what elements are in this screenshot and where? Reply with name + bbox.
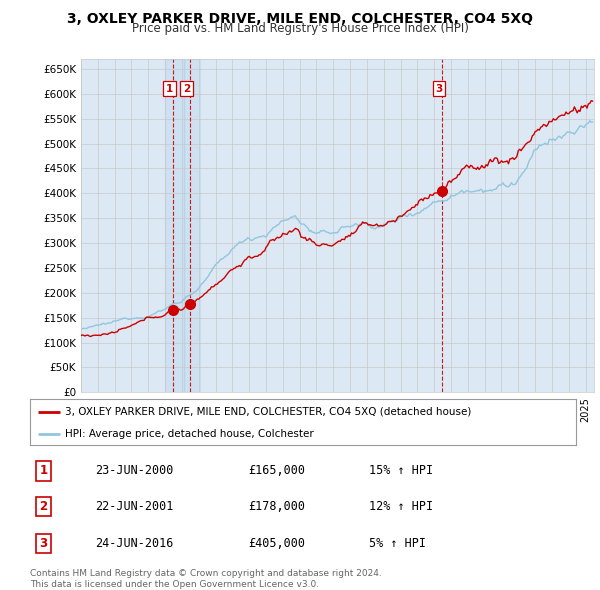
Text: 23-JUN-2000: 23-JUN-2000 (95, 464, 174, 477)
Text: 3, OXLEY PARKER DRIVE, MILE END, COLCHESTER, CO4 5XQ (detached house): 3, OXLEY PARKER DRIVE, MILE END, COLCHES… (65, 407, 472, 417)
Text: 2: 2 (183, 84, 190, 94)
Text: 2: 2 (40, 500, 48, 513)
Text: 3: 3 (435, 84, 442, 94)
Text: 12% ↑ HPI: 12% ↑ HPI (368, 500, 433, 513)
Text: Contains HM Land Registry data © Crown copyright and database right 2024.
This d: Contains HM Land Registry data © Crown c… (30, 569, 382, 589)
Text: 1: 1 (40, 464, 48, 477)
Text: 15% ↑ HPI: 15% ↑ HPI (368, 464, 433, 477)
Text: 5% ↑ HPI: 5% ↑ HPI (368, 537, 425, 550)
Text: £405,000: £405,000 (248, 537, 305, 550)
Text: 3, OXLEY PARKER DRIVE, MILE END, COLCHESTER, CO4 5XQ: 3, OXLEY PARKER DRIVE, MILE END, COLCHES… (67, 12, 533, 26)
Text: Price paid vs. HM Land Registry's House Price Index (HPI): Price paid vs. HM Land Registry's House … (131, 22, 469, 35)
Bar (184, 59, 200, 392)
Text: 1: 1 (166, 84, 173, 94)
Text: £165,000: £165,000 (248, 464, 305, 477)
Bar (165, 59, 184, 392)
Text: 22-JUN-2001: 22-JUN-2001 (95, 500, 174, 513)
Text: 3: 3 (40, 537, 48, 550)
Text: £178,000: £178,000 (248, 500, 305, 513)
Text: 24-JUN-2016: 24-JUN-2016 (95, 537, 174, 550)
Text: HPI: Average price, detached house, Colchester: HPI: Average price, detached house, Colc… (65, 429, 314, 439)
